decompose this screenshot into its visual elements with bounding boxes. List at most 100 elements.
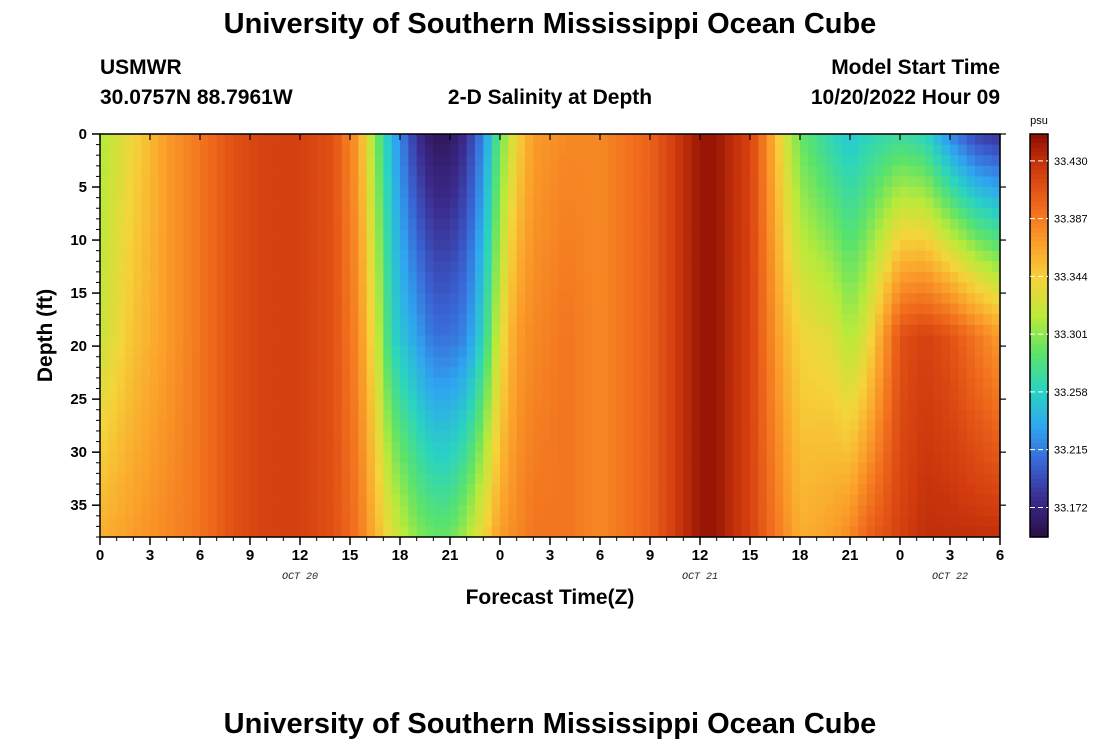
heatmap-cell: [283, 441, 293, 453]
heatmap-cell: [200, 430, 209, 443]
heatmap-cell: [750, 250, 759, 262]
heatmap-cell: [575, 335, 584, 347]
heatmap-cell: [675, 293, 684, 305]
heatmap-cell: [416, 144, 426, 156]
heatmap-cell: [458, 473, 468, 485]
heatmap-cell: [291, 346, 301, 358]
heatmap-cell: [675, 430, 684, 443]
heatmap-cell: [100, 377, 109, 390]
heatmap-cell: [558, 462, 568, 474]
heatmap-cell: [983, 356, 993, 368]
colorbar-segment: [1030, 290, 1048, 296]
heatmap-cell: [491, 324, 501, 337]
heatmap-cell: [133, 271, 143, 284]
heatmap-cell: [216, 430, 226, 443]
colorbar-segment: [1030, 514, 1048, 520]
heatmap-cell: [775, 250, 784, 262]
heatmap-cell: [700, 420, 709, 432]
heatmap-cell: [158, 399, 168, 411]
colorbar-segment: [1030, 407, 1048, 413]
heatmap-cell: [483, 356, 493, 368]
heatmap-cell: [483, 261, 493, 273]
y-tick-label: 10: [70, 232, 87, 249]
heatmap-cell: [858, 282, 868, 294]
heatmap-cell: [333, 494, 343, 506]
heatmap-cell: [583, 356, 593, 368]
heatmap-cell: [883, 377, 893, 390]
heatmap-cell: [183, 441, 193, 453]
heatmap-cell: [641, 409, 651, 421]
heatmap-cell: [641, 134, 651, 146]
heatmap-cell: [633, 218, 643, 231]
heatmap-cell: [400, 324, 409, 337]
heatmap-cell: [800, 335, 809, 347]
heatmap-cell: [433, 483, 443, 496]
heatmap-cell: [450, 441, 459, 453]
heatmap-cell: [516, 494, 526, 506]
heatmap-cell: [125, 430, 134, 443]
heatmap-cell: [808, 240, 818, 252]
heatmap-cell: [816, 250, 826, 262]
heatmap-cell: [633, 420, 643, 432]
heatmap-cell: [350, 462, 359, 474]
heatmap-cell: [608, 399, 618, 411]
heatmap-cell: [450, 165, 459, 178]
heatmap-cell: [833, 367, 843, 379]
heatmap-cell: [350, 441, 359, 453]
heatmap-cell: [766, 526, 776, 538]
heatmap-cell: [816, 494, 826, 506]
heatmap-cell: [175, 250, 184, 262]
heatmap-cell: [383, 367, 393, 379]
heatmap-cell: [666, 526, 676, 538]
heatmap-cell: [441, 240, 451, 252]
heatmap-cell: [591, 303, 601, 315]
heatmap-cell: [308, 377, 318, 390]
heatmap-cell: [725, 314, 734, 326]
heatmap-cell: [966, 282, 976, 294]
heatmap-cell: [883, 293, 893, 305]
heatmap-cell: [883, 303, 893, 315]
heatmap-cell: [825, 155, 834, 167]
heatmap-cell: [841, 505, 851, 517]
heatmap-cell: [708, 367, 718, 379]
heatmap-cell: [616, 356, 626, 368]
heatmap-cell: [825, 483, 834, 496]
heatmap-cell: [100, 526, 109, 538]
heatmap-cell: [375, 324, 384, 337]
heatmap-cell: [541, 134, 551, 146]
heatmap-cell: [366, 441, 376, 453]
heatmap-cell: [775, 218, 784, 231]
heatmap-cell: [633, 144, 643, 156]
heatmap-cell: [125, 367, 134, 379]
heatmap-cell: [975, 240, 984, 252]
heatmap-cell: [758, 356, 768, 368]
heatmap-cell: [133, 483, 143, 496]
heatmap-cell: [991, 144, 1001, 156]
heatmap-cell: [916, 420, 926, 432]
heatmap-cell: [275, 367, 284, 379]
heatmap-cell: [741, 462, 751, 474]
heatmap-cell: [108, 356, 118, 368]
heatmap-cell: [283, 324, 293, 337]
heatmap-cell: [366, 240, 376, 252]
x-tick-label: 3: [546, 547, 554, 564]
heatmap-cell: [891, 324, 901, 337]
heatmap-cell: [525, 452, 534, 464]
colorbar-segment: [1030, 519, 1048, 525]
heatmap-cell: [291, 483, 301, 496]
heatmap-cell: [425, 356, 434, 368]
heatmap-cell: [566, 324, 576, 337]
heatmap-cell: [183, 187, 193, 199]
heatmap-cell: [150, 420, 159, 432]
heatmap-cell: [366, 409, 376, 421]
heatmap-cell: [683, 187, 693, 199]
heatmap-cell: [958, 388, 968, 400]
heatmap-cell: [916, 229, 926, 241]
heatmap-cell: [116, 250, 126, 262]
heatmap-cell: [658, 271, 668, 284]
heatmap-cell: [533, 282, 543, 294]
heatmap-cell: [450, 356, 459, 368]
heatmap-cell: [566, 494, 576, 506]
heatmap-cell: [291, 526, 301, 538]
heatmap-cell: [400, 399, 409, 411]
